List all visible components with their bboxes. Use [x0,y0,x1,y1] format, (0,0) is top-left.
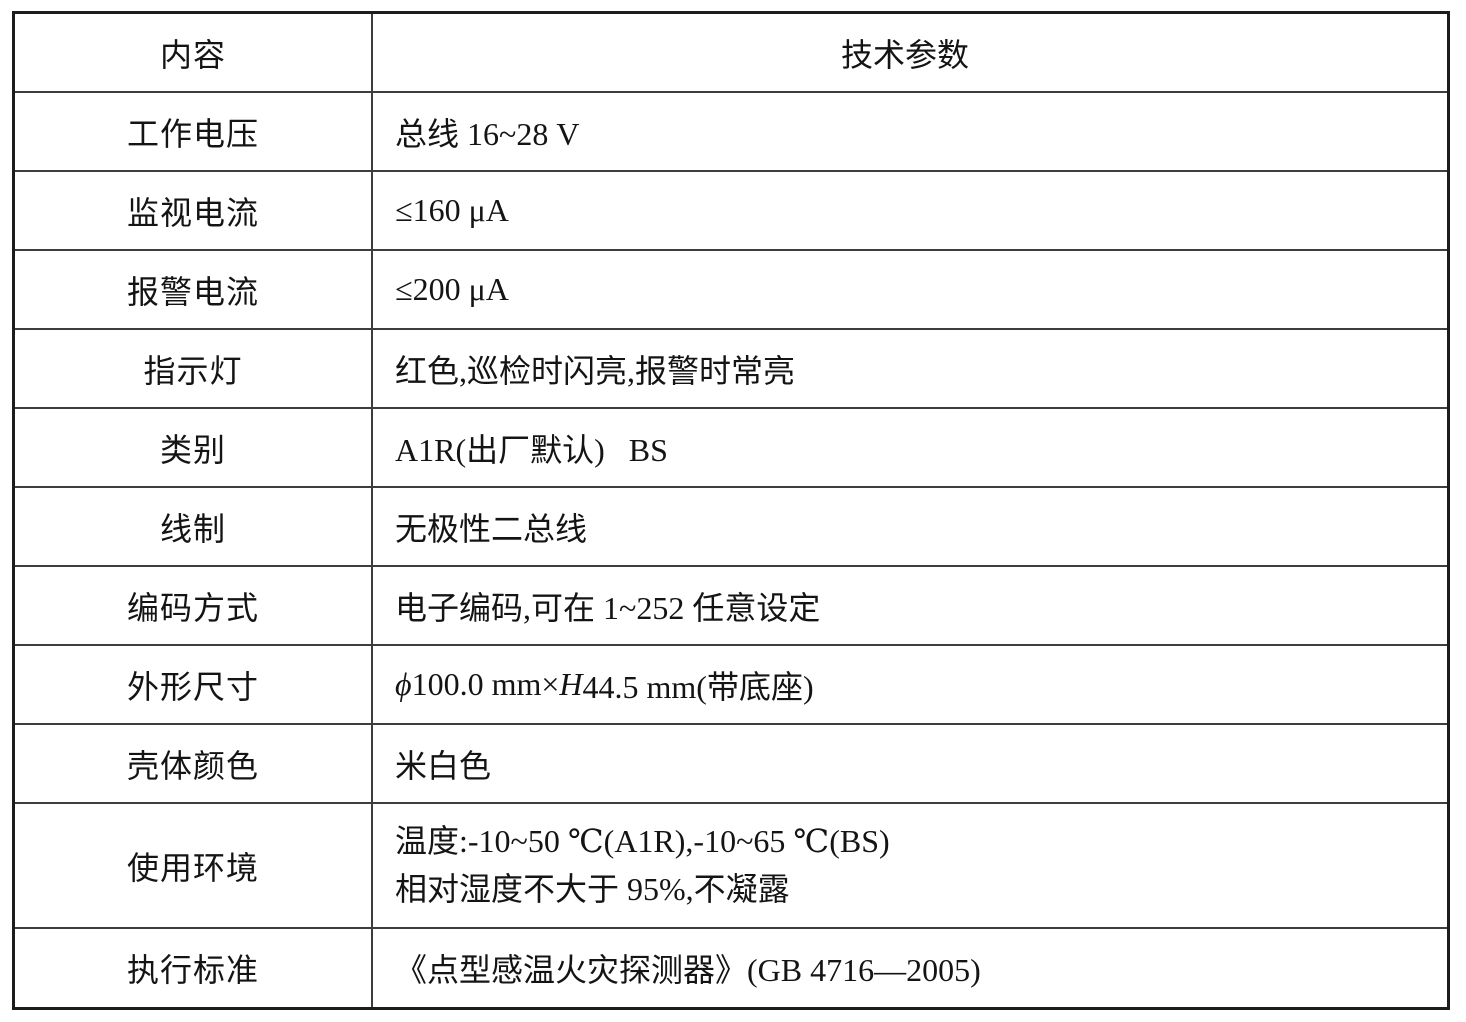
row-standard: 执行标准 《点型感温火灾探测器》(GB 4716—2005) [15,929,1447,1007]
row-label: 监视电流 [15,172,373,249]
row-value: 电子编码,可在 1~252 任意设定 [395,589,821,626]
row-label: 工作电压 [15,93,373,170]
header-row: 内容 技术参数 [15,14,1447,93]
row-monitoring-current: 监视电流 ≤160 μA [15,172,1447,251]
environment-humidity-line: 相对湿度不大于 95%,不凝露 [395,870,790,907]
row-value: 米白色 [395,747,492,784]
row-dimensions: 外形尺寸 ϕ 100.0 mm× H 44.5 mm(带底座) [15,646,1447,725]
row-operating-environment: 使用环境 温度:-10~50 ℃(A1R),-10~65 ℃(BS) 相对湿度不… [15,804,1447,929]
row-label: 执行标准 [15,929,373,1007]
row-label: 报警电流 [15,251,373,328]
row-label: 外形尺寸 [15,646,373,723]
row-value: ≤160 μA [395,192,509,228]
row-alarm-current: 报警电流 ≤200 μA [15,251,1447,330]
row-label: 类别 [15,409,373,486]
row-label: 指示灯 [15,330,373,407]
row-label: 线制 [15,488,373,565]
row-value: 温度:-10~50 ℃(A1R),-10~65 ℃(BS) 相对湿度不大于 95… [373,804,1447,927]
environment-temperature-line: 温度:-10~50 ℃(A1R),-10~65 ℃(BS) [395,823,890,860]
height-symbol: H [559,666,583,702]
row-label: 编码方式 [15,567,373,644]
row-coding-method: 编码方式 电子编码,可在 1~252 任意设定 [15,567,1447,646]
row-value: A1R(出厂默认) BS [395,431,668,468]
row-indicator-light: 指示灯 红色,巡检时闪亮,报警时常亮 [15,330,1447,409]
row-working-voltage: 工作电压 总线 16~28 V [15,93,1447,172]
row-value: 红色,巡检时闪亮,报警时常亮 [395,352,796,389]
row-label: 壳体颜色 [15,725,373,802]
phi-symbol: ϕ [395,666,412,702]
row-label: 使用环境 [15,804,373,927]
row-value: 总线 16~28 V [395,115,580,152]
row-wiring-system: 线制 无极性二总线 [15,488,1447,567]
row-value: ϕ 100.0 mm× H 44.5 mm(带底座) [395,666,814,705]
row-value: 《点型感温火灾探测器》(GB 4716—2005) [395,952,981,988]
spec-table: 内容 技术参数 工作电压 总线 16~28 V 监视电流 ≤160 μA 报警电… [12,11,1450,1010]
row-category: 类别 A1R(出厂默认) BS [15,409,1447,488]
header-parameters-column: 技术参数 [840,36,969,73]
row-value: ≤200 μA [395,271,509,307]
row-shell-color: 壳体颜色 米白色 [15,725,1447,804]
header-content-column: 内容 [15,14,373,91]
row-value: 无极性二总线 [395,510,588,547]
